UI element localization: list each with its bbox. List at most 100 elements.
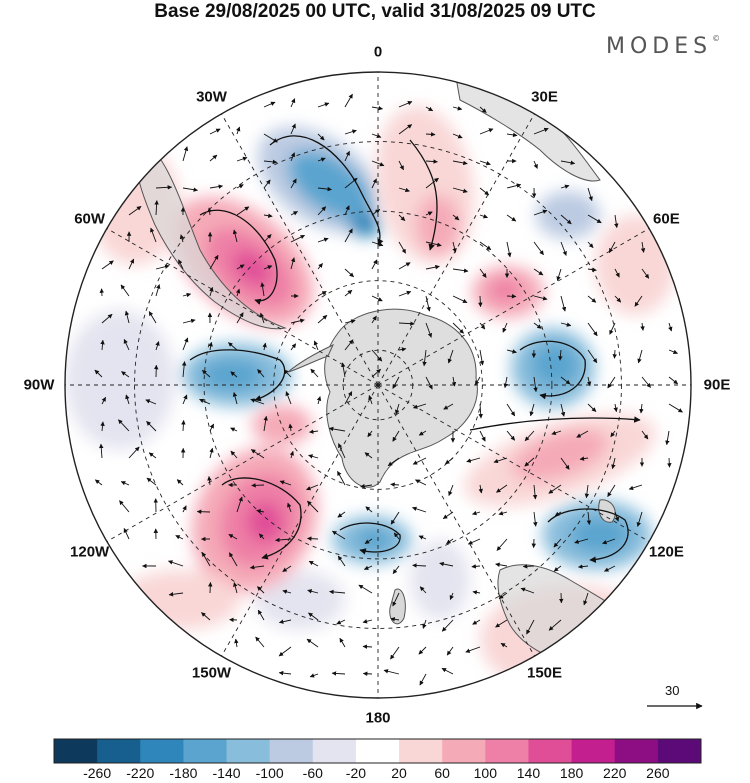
anomaly-blob [531, 343, 579, 387]
wind-vector [358, 584, 373, 594]
wind-vector [290, 343, 297, 351]
wind-vector [587, 241, 594, 249]
wind-vector [199, 398, 211, 405]
wind-vector [371, 105, 383, 111]
wind-vector [479, 241, 492, 251]
wind-vector [209, 184, 224, 189]
wind-vector [506, 183, 522, 189]
wind-vector [263, 179, 271, 189]
wind-vector [236, 126, 241, 135]
wind-vector [390, 646, 400, 660]
wind-vector [317, 133, 325, 141]
wind-vector [532, 484, 538, 500]
wind-vector [641, 376, 651, 388]
wind-vector [209, 128, 221, 135]
wind-vector [307, 589, 319, 594]
colorbar-tick-label: 20 [391, 765, 407, 781]
wind-vector [425, 177, 439, 189]
wind-vector [182, 146, 189, 162]
wind-vector [230, 427, 238, 432]
wind-vector [422, 619, 427, 629]
wind-vector [533, 160, 538, 169]
wind-vector [364, 538, 373, 544]
wind-vector [425, 132, 436, 137]
wind-vector [613, 403, 618, 413]
wind-vector [251, 483, 265, 488]
colorbar-swatch [140, 739, 184, 763]
wind-vector [290, 178, 297, 189]
wind-vector [522, 564, 535, 569]
wind-vector [471, 564, 481, 569]
wind-vector [442, 511, 454, 520]
wind-vector [398, 321, 415, 326]
wind-vector [120, 284, 130, 297]
wind-vector [175, 535, 184, 540]
wind-vector [230, 450, 238, 459]
wind-vector [317, 263, 323, 270]
wind-vector [390, 617, 400, 622]
wind-vector [209, 423, 215, 432]
wind-vector [101, 313, 113, 324]
wind-vector [479, 322, 486, 330]
wind-vector [263, 265, 273, 270]
wind-vector [392, 565, 400, 574]
wind-vector [182, 318, 196, 324]
wind-vector [604, 565, 616, 572]
wind-vector [425, 295, 431, 312]
wind-vector [119, 500, 130, 513]
wind-vector [412, 506, 427, 513]
wind-vector [665, 430, 670, 446]
colorbar-swatch [657, 739, 702, 763]
circulation-curve [269, 135, 384, 246]
wind-vector [533, 511, 538, 527]
circulation-curve [221, 477, 302, 560]
wind-vector [148, 452, 157, 459]
wind-vector [317, 237, 329, 243]
wind-vector [236, 184, 244, 189]
wind-vector [560, 322, 572, 327]
wind-vector [236, 312, 244, 324]
wind-vector [587, 322, 598, 337]
wind-vector [209, 254, 219, 270]
wind-vector [179, 234, 185, 243]
wind-vector [278, 670, 292, 676]
wind-vector [146, 421, 157, 432]
anomaly-blob [511, 428, 609, 482]
wind-vector [641, 268, 650, 279]
wind-vector [233, 582, 238, 594]
circulation-contours [189, 135, 641, 563]
wind-vector [392, 376, 400, 389]
wind-vector [371, 295, 383, 302]
wind-vector [612, 349, 617, 359]
wind-vector [495, 562, 508, 567]
wind-vector [394, 403, 400, 415]
wind-vector [551, 430, 562, 435]
wind-vector [533, 322, 542, 329]
wind-vector [526, 619, 535, 635]
longitude-label: 120E [648, 543, 684, 560]
wind-vector [390, 511, 400, 525]
wind-vector [478, 484, 483, 494]
wind-vector [282, 589, 292, 594]
wind-vector [425, 106, 434, 112]
wind-vector [317, 315, 328, 324]
wind-vector [146, 477, 157, 486]
wind-vector [121, 371, 130, 378]
wind-vector [533, 209, 548, 216]
wind-vector [479, 349, 485, 366]
wind-vector [99, 443, 104, 459]
wind-vector [495, 619, 508, 628]
wind-vector [398, 290, 412, 297]
wind-vector [553, 565, 562, 572]
wind-vector [371, 133, 382, 139]
wind-vector [506, 349, 517, 354]
wind-vector [123, 528, 130, 540]
wind-vector [602, 538, 616, 545]
wind-vector [439, 561, 454, 567]
wind-vector [587, 349, 598, 364]
wind-vector [368, 394, 373, 405]
wind-vector [479, 106, 487, 113]
wind-vector [263, 159, 278, 165]
wind-vector [479, 160, 491, 166]
wind-vector [260, 282, 265, 297]
